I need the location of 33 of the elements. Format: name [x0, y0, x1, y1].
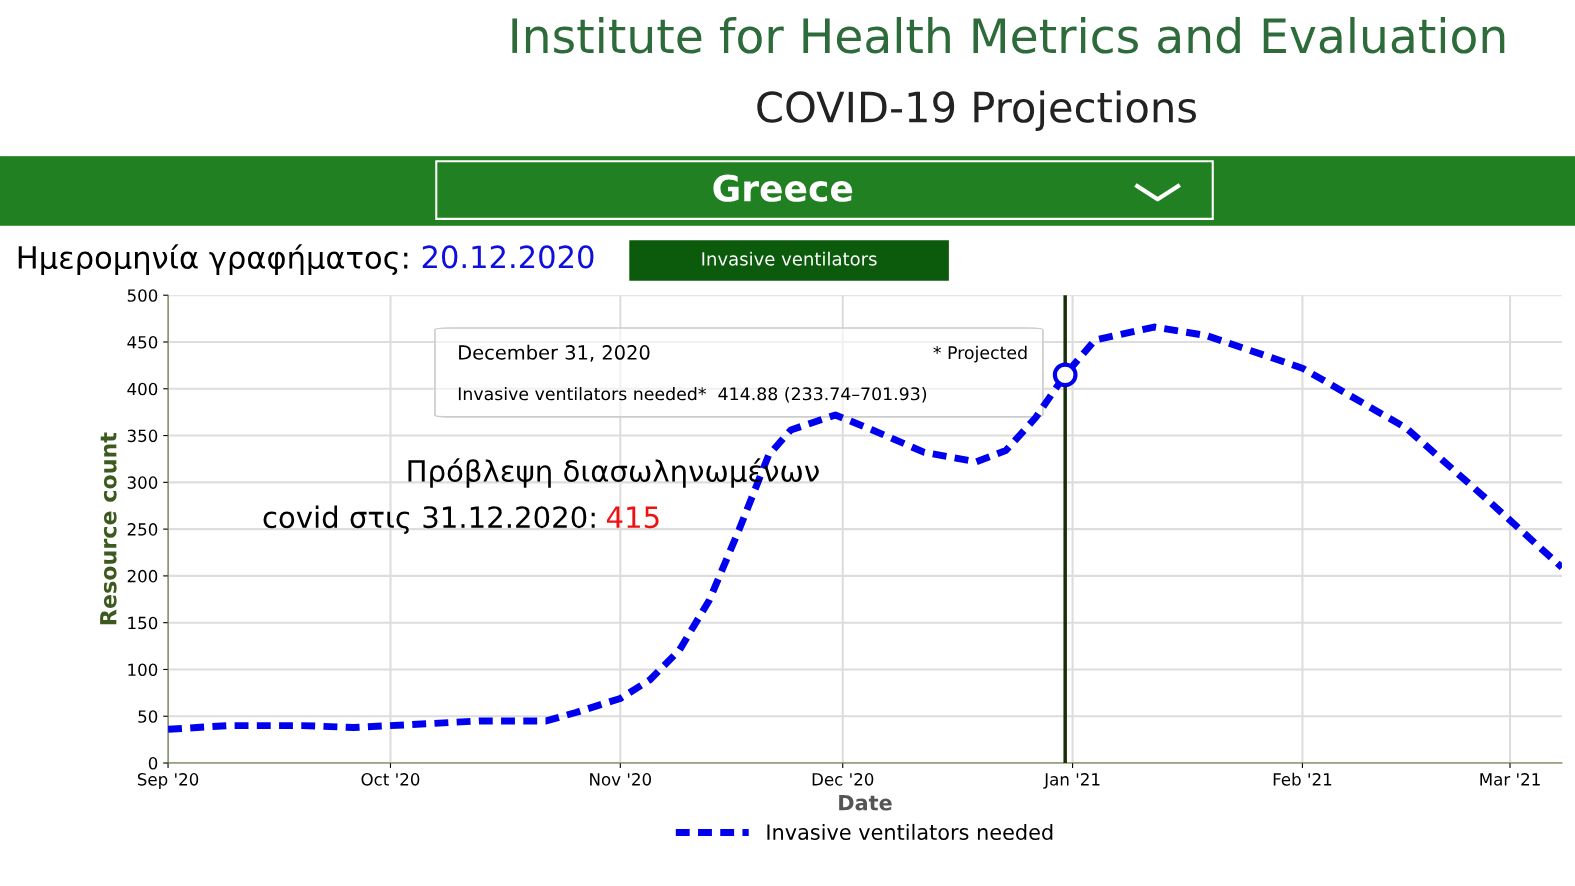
- y-tick-label: 400: [127, 382, 158, 396]
- x-tick-label: Dec '20: [812, 773, 874, 786]
- y-tick-label: 0: [148, 756, 158, 770]
- chart-title: Institute for Health Metrics and Evaluation: [512, 17, 1505, 54]
- y-tick-label: 50: [138, 710, 158, 723]
- legend-label: Invasive ventilators needed: [767, 823, 1053, 840]
- x-tick-label: Nov '20: [590, 773, 652, 786]
- x-tick-label: Feb '21: [1273, 772, 1332, 786]
- y-tick-label: 300: [127, 476, 158, 489]
- annotation: Invasive ventilators needed* 414.88 (233.74–701.93): [458, 386, 927, 403]
- annotation: 415: [606, 506, 659, 529]
- y-tick-label: 450: [127, 335, 158, 349]
- x-axis-title: Date: [839, 795, 892, 811]
- annotation: * Projected: [933, 345, 1027, 363]
- annotation: Πρόβλεψη διασωληνωμένων: [408, 458, 819, 488]
- x-tick-label: Oct '20: [361, 773, 420, 786]
- annotation: December 31, 2020: [459, 344, 650, 362]
- text: 20.12.2020: [422, 245, 594, 269]
- y-tick-label: 200: [127, 569, 158, 583]
- y-tick-label: 100: [128, 663, 158, 677]
- x-tick-label: Sep '20: [137, 773, 199, 789]
- y-tick-label: 500: [127, 289, 158, 302]
- y-tick-label: 250: [127, 523, 158, 536]
- text: Ημερομηνία γραφήματος:: [18, 244, 408, 276]
- chart-subtitle: COVID-19 Projections: [757, 90, 1196, 131]
- x-tick-label: Mar '21: [1480, 773, 1540, 786]
- text: Greece: [713, 174, 853, 202]
- y-axis-title: Resource count: [100, 432, 117, 625]
- y-tick-label: 150: [128, 616, 158, 630]
- text: Invasive ventilators: [702, 251, 877, 266]
- annotation: covid στις 31.12.2020:: [263, 505, 595, 534]
- y-tick-label: 350: [127, 429, 158, 443]
- x-tick-label: Jan '21: [1043, 773, 1100, 789]
